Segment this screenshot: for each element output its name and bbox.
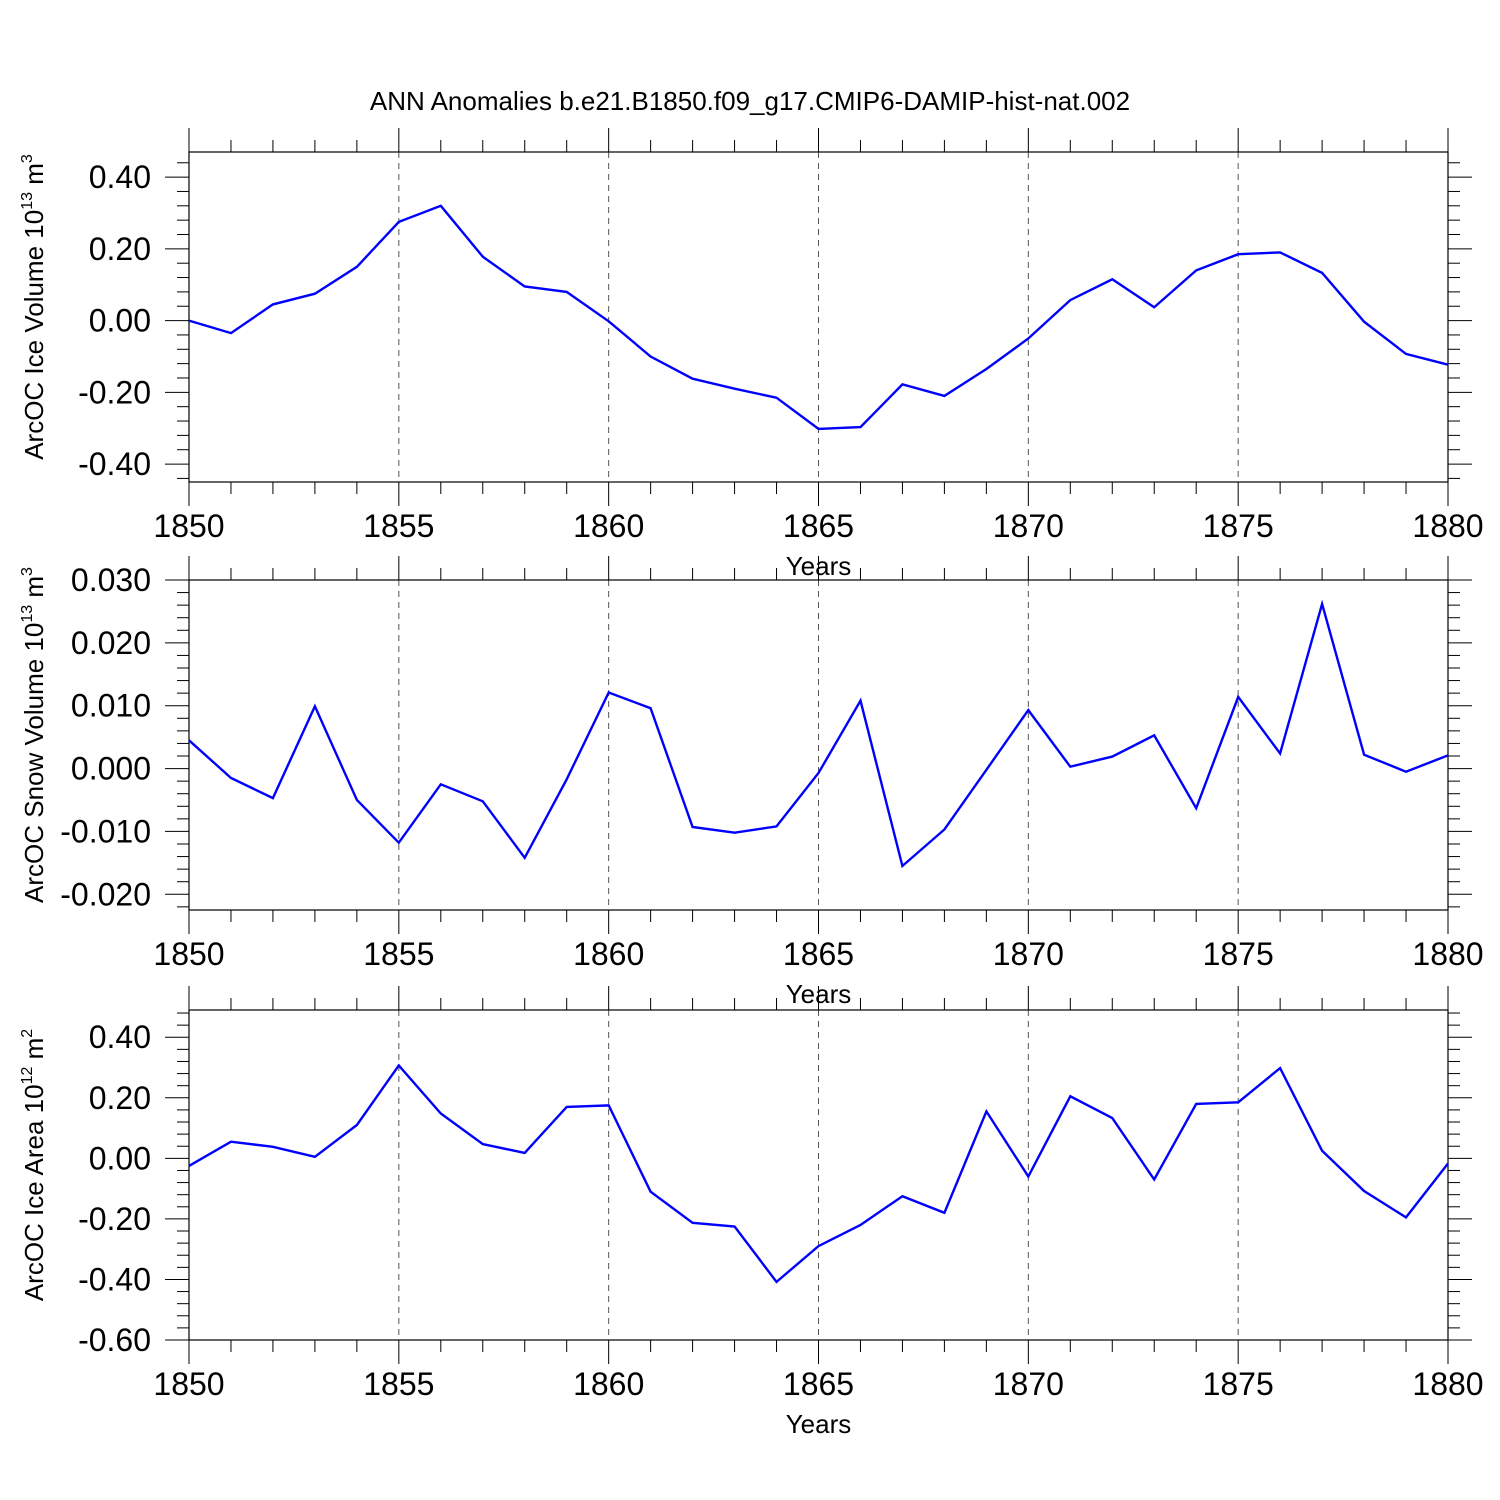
y-tick-label: 0.20: [89, 231, 151, 267]
y-tick-label: -0.40: [78, 446, 151, 482]
series-line: [188, 1063, 1449, 1284]
x-tick-label: 1875: [1203, 508, 1274, 544]
y-tick-label: 0.40: [89, 1019, 151, 1055]
x-tick-label: 1860: [573, 508, 644, 544]
x-tick-label: 1875: [1203, 936, 1274, 972]
plot-frame: [188, 151, 1449, 483]
y-tick-label: 0.020: [71, 625, 151, 661]
y-tick-label: -0.010: [60, 813, 151, 849]
y-tick-label: -0.20: [78, 374, 151, 410]
series-line: [188, 204, 1449, 431]
chart-title: ANN Anomalies b.e21.B1850.f09_g17.CMIP6-…: [370, 86, 1130, 116]
x-tick-label: 1865: [783, 1366, 854, 1402]
y-axis-label: ArcOC Ice Volume 1013 m3: [19, 154, 49, 460]
x-tick-label: 1860: [573, 1366, 644, 1402]
x-tick-label: 1870: [993, 508, 1064, 544]
y-tick-label: -0.20: [78, 1201, 151, 1237]
panel-2: -0.020 -0.010 0.000 0.010 0.020 0.030 1850 1855…: [19, 556, 1484, 1009]
panel-1: -0.40 -0.20 0.00 0.20 0.40 1850 1855 1860 1865 18…: [19, 128, 1484, 581]
plot-frame: [188, 579, 1449, 911]
y-tick-label: 0.40: [89, 159, 151, 195]
series-line: [188, 599, 1449, 869]
y-axis-label: ArcOC Ice Area 1012 m2: [19, 1029, 49, 1301]
y-tick-label: 0.00: [89, 303, 151, 339]
y-tick-label: 0.000: [71, 751, 151, 787]
x-tick-label: 1850: [153, 936, 224, 972]
y-tick-label: -0.60: [78, 1322, 151, 1358]
x-tick-label: 1880: [1412, 508, 1483, 544]
x-tick-label: 1875: [1203, 1366, 1274, 1402]
y-tick-label: 0.00: [89, 1140, 151, 1176]
x-tick-label: 1855: [363, 936, 434, 972]
x-tick-label: 1870: [993, 936, 1064, 972]
y-tick-label: 0.030: [71, 562, 151, 598]
y-tick-label: -0.40: [78, 1261, 151, 1297]
x-tick-label: 1870: [993, 1366, 1064, 1402]
x-tick-label: 1865: [783, 936, 854, 972]
x-tick-label: 1850: [153, 508, 224, 544]
y-tick-label: 0.20: [89, 1080, 151, 1116]
x-tick-label: 1880: [1412, 936, 1483, 972]
x-tick-label: 1860: [573, 936, 644, 972]
x-tick-label: 1880: [1412, 1366, 1483, 1402]
x-tick-label: 1855: [363, 1366, 434, 1402]
panel-3: -0.60 -0.40 -0.20 0.00 0.20 0.40 1850 1855 1860 1…: [19, 986, 1484, 1439]
y-tick-label: -0.020: [60, 876, 151, 912]
x-axis-label: Years: [786, 1409, 852, 1439]
y-axis-label: ArcOC Snow Volume 1013 m3: [19, 567, 49, 903]
plot-frame: [188, 1009, 1449, 1341]
x-tick-label: 1850: [153, 1366, 224, 1402]
y-tick-label: 0.010: [71, 688, 151, 724]
x-tick-label: 1865: [783, 508, 854, 544]
x-tick-label: 1855: [363, 508, 434, 544]
